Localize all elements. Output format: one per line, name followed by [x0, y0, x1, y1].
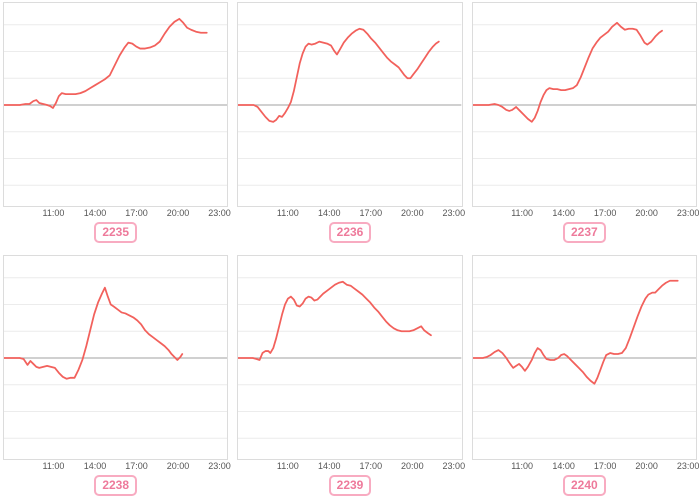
x-tick-label: 11:00 — [276, 208, 299, 218]
x-axis-ticks: 11:00 14:00 17:00 20:00 23:00 — [237, 460, 465, 473]
chart-cell-2237: 11:00 14:00 17:00 20:00 23:00 2237 — [471, 2, 700, 246]
line-chart-2238 — [3, 255, 229, 460]
x-tick-label: 20:00 — [166, 208, 190, 218]
x-tick-label: 14:00 — [318, 461, 341, 471]
x-tick-label: 11:00 — [511, 208, 534, 218]
x-tick-label: 17:00 — [359, 461, 383, 471]
chart-cell-2238: 11:00 14:00 17:00 20:00 23:00 2238 — [3, 255, 231, 499]
x-tick-label: 17:00 — [125, 208, 148, 218]
chart-cell-2235: 11:00 14:00 17:00 20:00 23:00 2235 — [3, 2, 231, 246]
chart-canvas — [472, 21, 696, 186]
x-axis-ticks: 11:00 14:00 17:00 20:00 23:00 — [237, 207, 465, 220]
x-tick-label: 14:00 — [83, 461, 107, 471]
x-axis-ticks: 11:00 14:00 17:00 20:00 23:00 — [3, 460, 231, 473]
x-tick-label: 17:00 — [125, 461, 148, 471]
chart-id-badge[interactable]: 2238 — [94, 475, 138, 496]
badge-row: 2236 — [237, 222, 462, 246]
chart-cell-2239: 11:00 14:00 17:00 20:00 23:00 2239 — [237, 255, 465, 499]
chart-cell-2236: 11:00 14:00 17:00 20:00 23:00 2236 — [237, 2, 465, 246]
line-chart-2237 — [471, 2, 697, 207]
chart-id-badge[interactable]: 2235 — [94, 222, 138, 243]
chart-id-badge[interactable]: 2240 — [562, 475, 606, 496]
line-chart-2239 — [237, 255, 463, 460]
line-chart-2240 — [471, 255, 697, 460]
x-tick-label: 23:00 — [676, 208, 700, 218]
chart-canvas — [4, 277, 228, 439]
badge-row: 2239 — [237, 475, 462, 499]
badge-row: 2237 — [472, 222, 697, 246]
chart-cell-2240: 11:00 14:00 17:00 20:00 23:00 2240 — [471, 255, 700, 499]
line-chart-2236 — [237, 2, 463, 207]
x-tick-label: 17:00 — [593, 461, 617, 471]
x-tick-label: 20:00 — [401, 208, 424, 218]
x-tick-label: 17:00 — [359, 208, 383, 218]
badge-row: 2238 — [3, 475, 228, 499]
x-tick-label: 14:00 — [318, 208, 341, 218]
badge-row: 2240 — [472, 475, 697, 499]
x-tick-label: 11:00 — [276, 461, 299, 471]
x-tick-label: 23:00 — [208, 208, 231, 218]
chart-canvas — [4, 17, 228, 186]
x-axis-ticks: 11:00 14:00 17:00 20:00 23:00 — [3, 207, 231, 220]
x-tick-label: 11:00 — [42, 461, 65, 471]
x-axis-ticks: 11:00 14:00 17:00 20:00 23:00 — [472, 207, 700, 220]
x-tick-label: 23:00 — [442, 208, 466, 218]
x-tick-label: 23:00 — [676, 461, 700, 471]
badge-row: 2235 — [3, 222, 228, 246]
x-axis-ticks: 11:00 14:00 17:00 20:00 23:00 — [472, 460, 700, 473]
chart-canvas — [238, 24, 462, 186]
chart-id-badge[interactable]: 2239 — [328, 475, 372, 496]
chart-canvas — [472, 277, 696, 439]
x-tick-label: 20:00 — [401, 461, 424, 471]
x-tick-label: 20:00 — [635, 208, 658, 218]
x-tick-label: 11:00 — [42, 208, 65, 218]
x-tick-label: 23:00 — [208, 461, 231, 471]
chart-id-badge[interactable]: 2237 — [562, 222, 606, 243]
x-tick-label: 20:00 — [166, 461, 190, 471]
x-tick-label: 23:00 — [442, 461, 466, 471]
chart-canvas — [238, 277, 462, 439]
x-tick-label: 11:00 — [511, 461, 534, 471]
chart-id-badge[interactable]: 2236 — [328, 222, 372, 243]
line-chart-2235 — [3, 2, 229, 207]
x-tick-label: 20:00 — [635, 461, 658, 471]
x-tick-label: 14:00 — [552, 208, 575, 218]
x-tick-label: 14:00 — [552, 461, 575, 471]
x-tick-label: 17:00 — [593, 208, 617, 218]
x-tick-label: 14:00 — [83, 208, 107, 218]
